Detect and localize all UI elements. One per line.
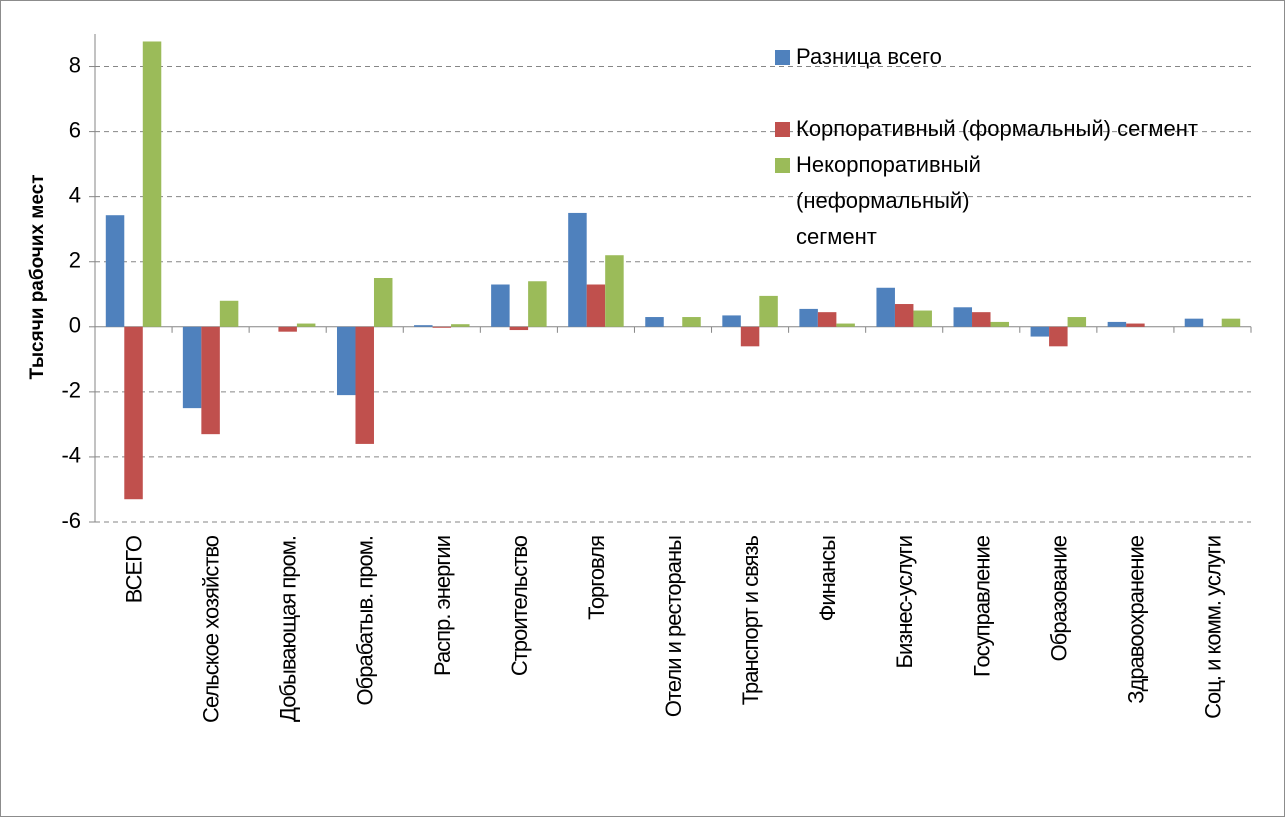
bar [414, 325, 433, 327]
x-tick-label: Добывающая пром. [276, 536, 301, 722]
bar [491, 284, 510, 327]
bar [105, 215, 125, 327]
bar [336, 326, 356, 396]
y-tick-label: 4 [69, 182, 81, 207]
x-tick-label: Торговля [584, 536, 609, 620]
y-tick-label: -6 [61, 508, 81, 533]
legend-label: Корпоративный (формальный) сегмент [796, 116, 1198, 141]
bar [373, 278, 393, 327]
legend-label: Разница всего [796, 44, 942, 69]
y-tick-label: 6 [69, 117, 81, 142]
legend: Разница всего Корпоративный (формальный) … [775, 39, 1255, 255]
bar [201, 326, 220, 435]
bar [836, 323, 855, 327]
x-tick-label: Распр. энергии [430, 536, 455, 676]
bar [528, 281, 547, 327]
y-tick-label: 2 [69, 248, 81, 273]
legend-label: Некорпоративный (неформальный) сегмент [796, 152, 981, 249]
bar [219, 300, 239, 327]
bar [296, 323, 316, 327]
bar [1126, 323, 1145, 327]
bar [722, 315, 741, 327]
x-tick-label: Финансы [815, 536, 840, 622]
bar [432, 326, 452, 328]
bar [182, 326, 202, 409]
legend-item: Некорпоративный (неформальный) сегмент [775, 147, 1255, 255]
x-tick-label: Отели и рестораны [661, 536, 686, 717]
bar [682, 317, 701, 327]
bar [124, 326, 143, 500]
bar [278, 326, 297, 332]
y-tick-label: 0 [69, 313, 81, 338]
bar [799, 308, 818, 327]
bar [605, 255, 624, 327]
y-axis-title: Тысячи рабочих мест [27, 174, 48, 379]
bar [913, 310, 932, 327]
legend-item: Корпоративный (формальный) сегмент [775, 111, 1255, 147]
bar [586, 284, 606, 327]
legend-swatch [775, 158, 790, 173]
legend-swatch [775, 122, 790, 137]
bar [990, 321, 1010, 327]
y-tick-label: 8 [69, 52, 81, 77]
bar [645, 317, 664, 327]
bar [1184, 318, 1204, 327]
bar [876, 287, 895, 327]
x-tick-label: ВСЕГО [122, 535, 147, 603]
x-tick-label: Здравоохранение [1123, 535, 1148, 704]
bar [1049, 326, 1068, 347]
bar [355, 326, 374, 444]
bar [1221, 318, 1241, 327]
x-tick-label: Соц. и комм. услуги [1200, 536, 1225, 719]
x-tick-label: Госуправление [969, 535, 994, 677]
x-tick-label: Сельское хозяйство [199, 535, 224, 723]
bar [509, 326, 529, 331]
bar [740, 326, 760, 347]
x-tick-label: Строительство [507, 535, 532, 676]
bar [894, 304, 914, 327]
bar [1030, 326, 1050, 337]
bar [972, 312, 991, 327]
bar [1067, 317, 1087, 327]
x-tick-label: Обрабатыв. пром. [353, 536, 378, 705]
bar [759, 295, 778, 327]
bar [953, 307, 973, 327]
y-tick-label: -4 [61, 443, 81, 468]
legend-item: Разница всего [775, 39, 1255, 75]
y-tick-label: -2 [61, 378, 81, 403]
x-tick-label: Образование [1046, 535, 1071, 661]
x-tick-label: Бизнес-услуги [892, 536, 917, 668]
bar [451, 324, 470, 327]
bar [1107, 321, 1127, 327]
x-tick-label: Транспорт и связь [738, 535, 763, 705]
bar [142, 41, 162, 327]
bar [568, 212, 587, 327]
legend-swatch [775, 50, 790, 65]
bar [817, 312, 837, 327]
